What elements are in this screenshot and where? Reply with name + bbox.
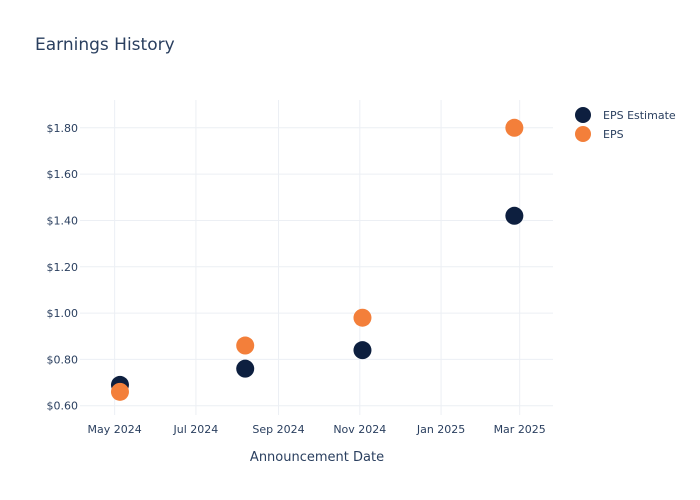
point-eps[interactable]: [236, 336, 255, 355]
legend-item-eps-estimate[interactable]: EPS Estimate: [575, 107, 676, 123]
legend-marker: [575, 107, 591, 123]
grid: [80, 100, 553, 415]
chart-title: Earnings History: [35, 35, 175, 55]
y-tick-label: $1.00: [47, 307, 79, 320]
y-axis-ticks: $0.60 $0.80 $1.00 $1.20 $1.40 $1.60 $1.80: [47, 122, 79, 413]
x-tick-label: Jan 2025: [416, 423, 465, 436]
legend-item-eps[interactable]: EPS: [575, 126, 624, 142]
y-tick-label: $0.80: [47, 353, 79, 366]
legend-marker: [575, 126, 591, 142]
point-eps[interactable]: [353, 308, 372, 327]
x-tick-label: Jul 2024: [173, 423, 219, 436]
y-tick-label: $1.60: [47, 168, 79, 181]
x-tick-label: Sep 2024: [252, 423, 304, 436]
x-axis-ticks: May 2024 Jul 2024 Sep 2024 Nov 2024 Jan 2025…: [88, 423, 546, 436]
legend[interactable]: EPS Estimate EPS: [575, 107, 676, 142]
y-tick-label: $1.80: [47, 122, 79, 135]
y-tick-label: $1.40: [47, 214, 79, 227]
legend-label: EPS: [603, 128, 624, 141]
data-points: [110, 118, 524, 401]
point-eps-estimate[interactable]: [505, 206, 524, 225]
point-eps-estimate[interactable]: [353, 341, 372, 360]
legend-label: EPS Estimate: [603, 109, 676, 122]
x-axis-title: Announcement Date: [250, 450, 384, 465]
y-tick-label: $0.60: [47, 400, 79, 413]
y-tick-label: $1.20: [47, 261, 79, 274]
point-eps-estimate[interactable]: [236, 359, 255, 378]
x-tick-label: Mar 2025: [494, 423, 546, 436]
point-eps[interactable]: [505, 118, 524, 137]
point-eps[interactable]: [110, 382, 129, 401]
x-tick-label: Nov 2024: [333, 423, 386, 436]
x-tick-label: May 2024: [88, 423, 142, 436]
